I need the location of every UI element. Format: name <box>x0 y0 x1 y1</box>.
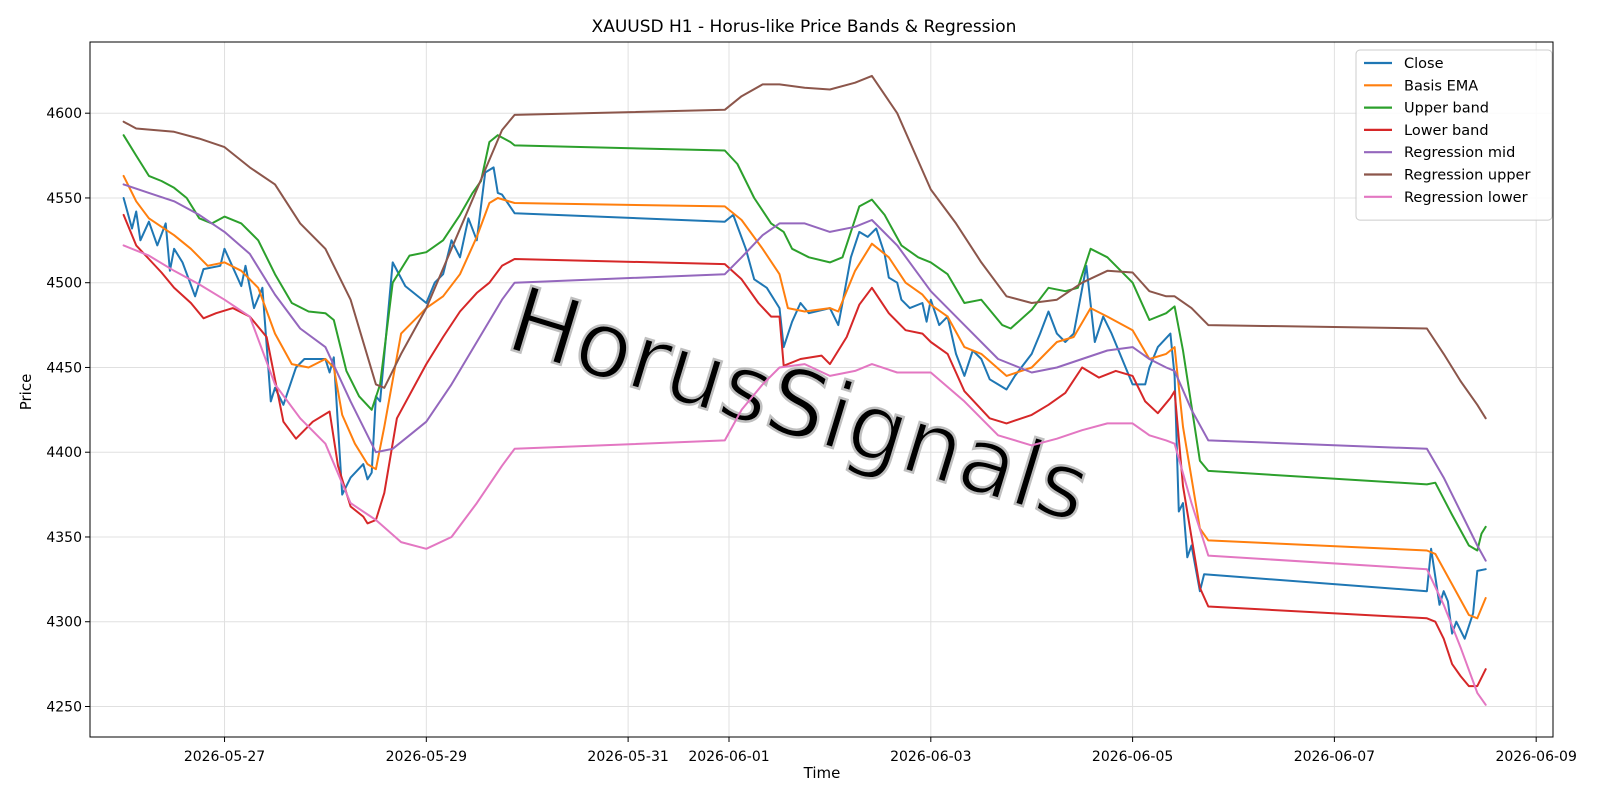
x-axis-label: Time <box>803 764 841 782</box>
y-axis-label: Price <box>17 374 35 411</box>
chart-title: XAUUSD H1 - Horus-like Price Bands & Reg… <box>592 17 1017 37</box>
legend-label: Basis EMA <box>1404 78 1478 94</box>
y-tick-label: 4500 <box>46 276 82 292</box>
legend-item-basis-ema: Basis EMA <box>1364 78 1478 94</box>
series-line-basis-ema <box>122 174 1487 620</box>
legend-item-regression-upper: Regression upper <box>1364 168 1530 184</box>
legend-label: Regression mid <box>1404 145 1515 161</box>
x-tick-label: 2026-05-31 <box>587 749 668 765</box>
series-line-regression-upper <box>122 74 1487 420</box>
series-line-regression-lower <box>122 244 1487 706</box>
legend-item-upper-band: Upper band <box>1364 101 1489 117</box>
axis-ticks: 2026-05-27 2026-05-29 2026-05-31 2026-06-01… <box>46 106 1577 765</box>
x-tick-label: 2026-05-29 <box>386 749 467 765</box>
legend-label: Regression upper <box>1404 168 1530 184</box>
x-tick-label: 2026-05-27 <box>184 749 265 765</box>
y-tick-label: 4300 <box>46 615 82 631</box>
x-tick-label: 2026-06-03 <box>890 749 971 765</box>
legend-label: Upper band <box>1404 101 1489 117</box>
legend-item-lower-band: Lower band <box>1364 123 1489 139</box>
series-lines <box>122 74 1487 706</box>
legend-label: Lower band <box>1404 123 1489 139</box>
legend-item-regression-lower: Regression lower <box>1364 190 1528 206</box>
legend: Close Basis EMA Upper band Lower band Regres… <box>1355 49 1553 221</box>
series-line-upper-band <box>122 134 1487 552</box>
y-tick-label: 4550 <box>46 191 82 207</box>
x-tick-label: 2026-06-07 <box>1294 749 1375 765</box>
x-tick-label: 2026-06-01 <box>688 749 769 765</box>
y-tick-label: 4250 <box>46 699 82 715</box>
x-tick-label: 2026-06-05 <box>1092 749 1173 765</box>
series-line-regression-mid <box>122 183 1487 562</box>
legend-label: Close <box>1404 56 1444 72</box>
legend-label: Regression lower <box>1404 190 1528 206</box>
plot-frame <box>89 41 1554 738</box>
legend-item-close: Close <box>1364 56 1444 72</box>
y-tick-label: 4600 <box>46 106 82 122</box>
series-line-lower-band <box>122 213 1487 688</box>
y-tick-label: 4400 <box>46 445 82 461</box>
y-tick-label: 4450 <box>46 360 82 376</box>
x-tick-label: 2026-06-09 <box>1495 749 1576 765</box>
y-tick-label: 4350 <box>46 530 82 546</box>
legend-box <box>1355 49 1553 221</box>
legend-item-regression-mid: Regression mid <box>1364 145 1515 161</box>
